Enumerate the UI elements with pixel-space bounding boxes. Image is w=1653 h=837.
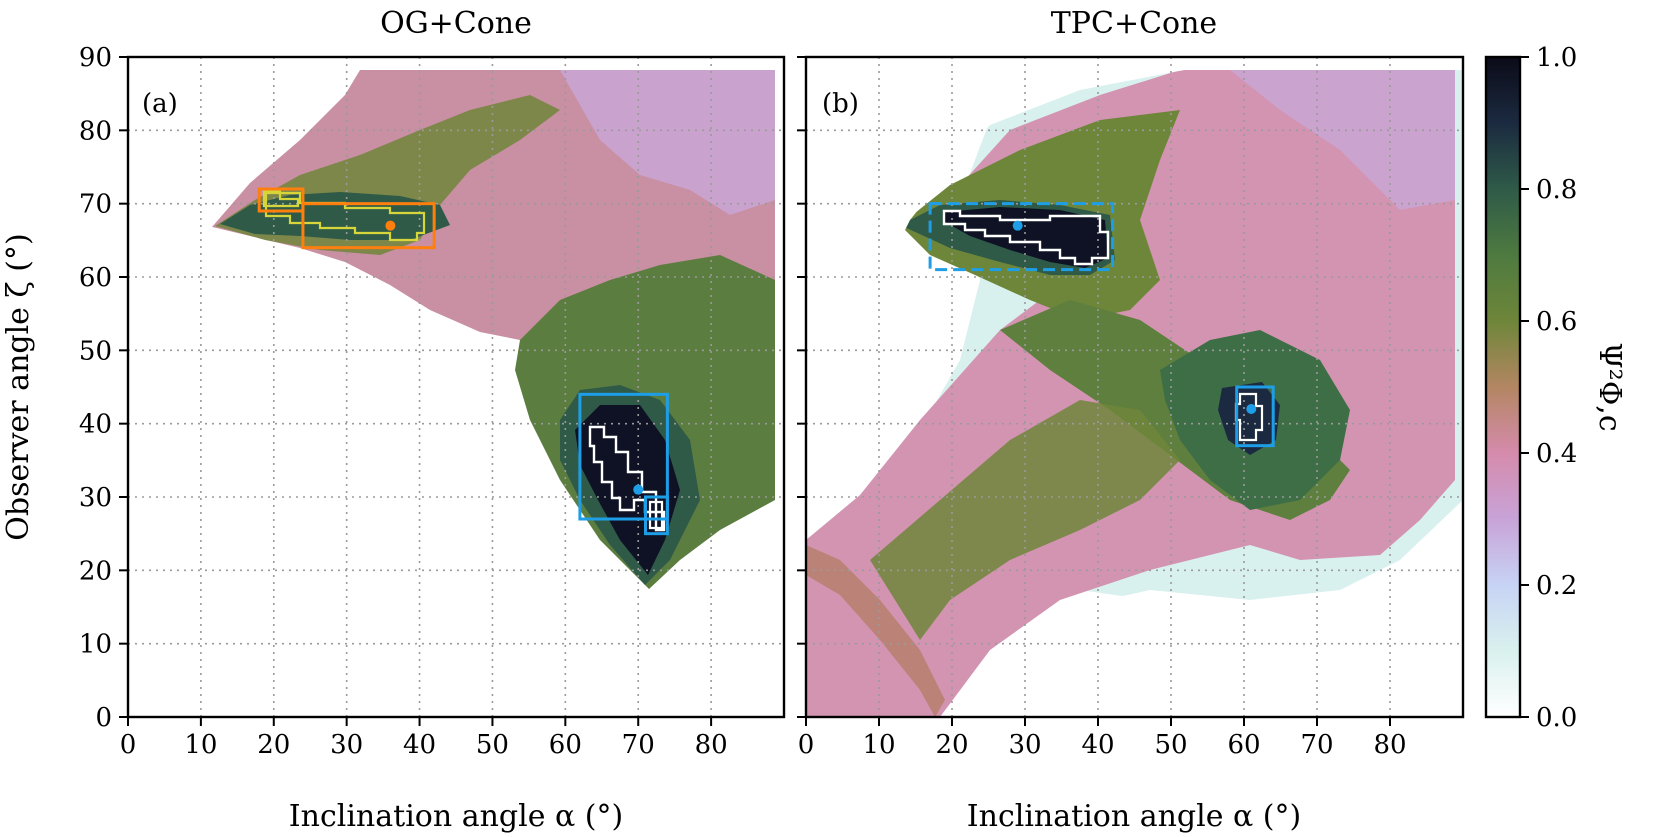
x-tick-label: 70 [622,730,655,760]
x-tick-label: 30 [1008,730,1041,760]
right-annotations [928,202,1275,448]
right-y-ticks [797,56,806,718]
y-tick-label: 50 [79,336,112,366]
left-grid [128,57,784,717]
right-x-label: Inclination angle α (°) [967,799,1301,834]
left-x-label: Inclination angle α (°) [289,799,623,834]
x-tick-label: 20 [935,730,968,760]
x-tick-label: 50 [476,730,509,760]
y-tick-label: 90 [79,43,112,73]
left-contour-upper-small [262,189,300,208]
x-tick-label: 30 [330,730,363,760]
x-tick-label: 10 [862,730,895,760]
x-tick-label: 10 [184,730,217,760]
region-box [257,187,305,213]
x-tick-label: 60 [549,730,582,760]
right-mask-top [806,57,1463,540]
x-tick-label: 80 [1373,730,1406,760]
colorbar-tick-label: 0.8 [1536,175,1577,205]
left-y-label: Observer angle ζ (°) [1,233,36,540]
colorbar-tick-label: 1.0 [1536,43,1577,73]
left-heatmap [128,57,784,717]
x-tick-label: 0 [120,730,137,760]
left-x-ticks: 0 10 20 30 40 50 60 70 80 [120,717,728,760]
x-tick-label: 0 [798,730,815,760]
right-region-lower-arc [806,545,945,717]
right-x-ticks: 0 10 20 30 40 50 60 70 80 [798,717,1407,760]
left-panel-label: (a) [142,89,178,119]
right-title: TPC+Cone [1051,6,1217,41]
x-tick-label: 20 [257,730,290,760]
y-tick-label: 20 [79,556,112,586]
region-box [644,495,669,536]
right-frame [804,55,1465,719]
y-tick-label: 60 [79,263,112,293]
x-tick-label: 70 [1300,730,1333,760]
colorbar-tick-label: 0.4 [1536,439,1577,469]
left-contour-lower [588,425,666,532]
x-tick-label: 50 [1154,730,1187,760]
x-tick-label: 60 [1227,730,1260,760]
best-fit-point [633,484,644,495]
colorbar-tick-label: 0.6 [1536,307,1577,337]
left-panel: OG+Cone [1,6,786,834]
left-mask [128,217,775,717]
right-contour-upper [942,209,1110,266]
region-box [578,392,669,521]
colorbar-tick-label: 0.0 [1536,703,1577,733]
y-tick-label: 40 [79,410,112,440]
region-box [301,202,436,250]
region-box [1235,385,1275,448]
y-tick-label: 10 [79,630,112,660]
y-tick-label: 0 [95,703,112,733]
region-box [928,202,1115,272]
best-fit-point [385,220,396,231]
best-fit-point [1012,220,1023,231]
left-title: OG+Cone [380,6,532,41]
right-region-lavender [1230,70,1455,210]
x-tick-label: 40 [1081,730,1114,760]
x-tick-label: 80 [695,730,728,760]
colorbar-label: Ψ²Φ,c [1592,342,1627,431]
colorbar-ticks: 0.0 0.2 0.4 0.6 0.8 1.0 [1520,43,1577,733]
right-heatmap [806,57,1463,717]
right-mask-bottom [960,500,1463,717]
left-y-ticks: 0 10 20 30 40 50 60 70 80 90 [79,43,128,733]
right-panel-label: (b) [822,89,859,119]
right-region-upper-core [945,207,1108,268]
colorbar: 0.0 0.2 0.4 0.6 0.8 1.0 Ψ²Φ,c [1484,43,1627,733]
right-panel: TPC+Cone [797,6,1465,834]
colorbar-gradient [1484,55,1522,719]
colorbar-tick-label: 0.2 [1536,571,1577,601]
best-fit-point [1246,404,1257,414]
left-region-top-pale [560,70,775,215]
left-annotations [257,187,669,536]
left-frame [126,55,786,719]
y-tick-label: 70 [79,190,112,220]
x-tick-label: 40 [403,730,436,760]
y-tick-label: 30 [79,483,112,513]
right-region-right-core [1218,382,1280,455]
y-tick-label: 80 [79,116,112,146]
left-mask-top [128,57,784,220]
